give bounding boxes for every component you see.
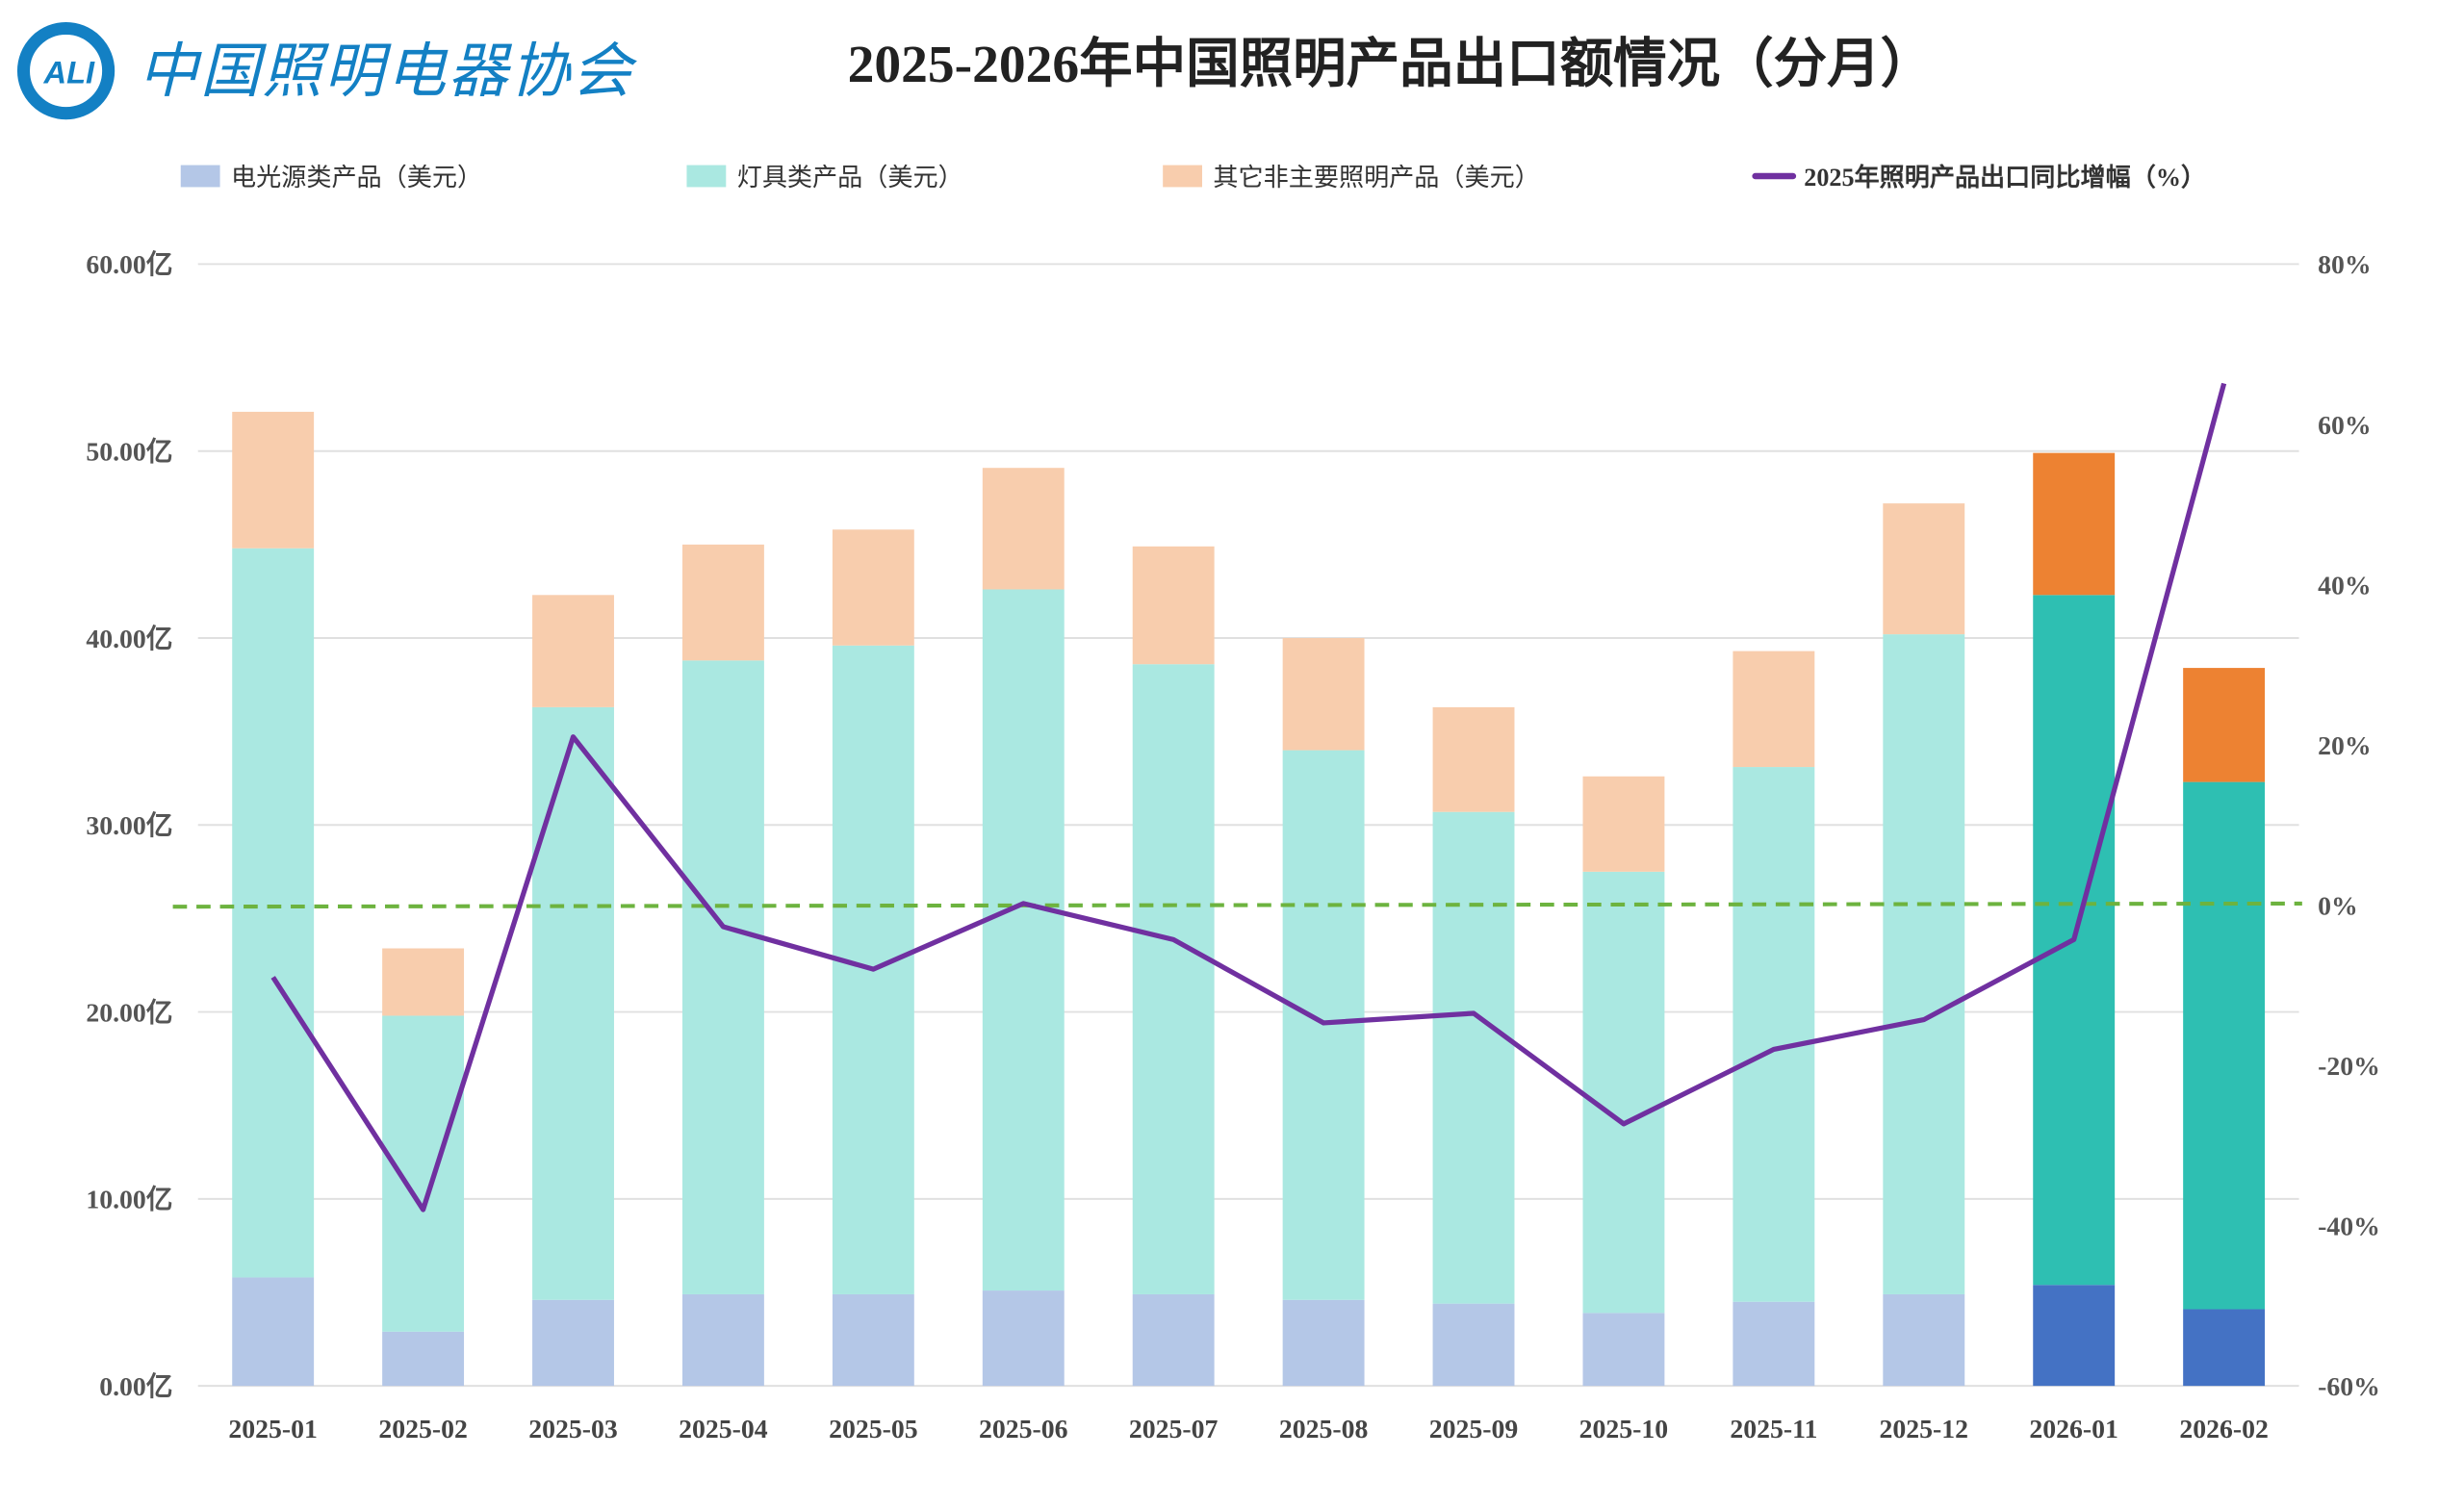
bar-segment xyxy=(1282,1299,1365,1387)
bars xyxy=(232,411,2266,1387)
bar-segment xyxy=(232,548,315,1278)
right-tick-label: -40% xyxy=(2318,1212,2380,1241)
right-tick-label: 80% xyxy=(2318,250,2372,280)
logo-ring-icon xyxy=(16,21,116,120)
bar-segment xyxy=(1282,638,1365,751)
bar-segment xyxy=(382,948,465,1016)
bar-segment xyxy=(681,660,764,1294)
bar-segment xyxy=(681,1293,764,1387)
bar-segment xyxy=(1883,1293,1965,1387)
left-tick-label: 10.00亿 xyxy=(86,1186,172,1215)
bar-segment xyxy=(1732,767,1815,1302)
bar-segment xyxy=(982,589,1065,1291)
bar-segment xyxy=(532,1299,614,1387)
bar-segment xyxy=(1432,1303,1515,1387)
bar-segment xyxy=(1883,634,1965,1294)
x-tick-label: 2025-04 xyxy=(679,1415,768,1444)
legend-swatch xyxy=(1163,165,1202,188)
left-tick-label: 30.00亿 xyxy=(86,811,172,841)
bar-segment xyxy=(1582,776,1665,872)
bar-segment xyxy=(2183,668,2266,782)
x-tick-label: 2025-08 xyxy=(1279,1415,1369,1444)
x-tick-label: 2025-10 xyxy=(1579,1415,1668,1444)
bar-segment xyxy=(1132,664,1215,1294)
bar-segment xyxy=(1132,1293,1215,1387)
legend-swatch xyxy=(180,165,220,188)
right-tick-label: 0% xyxy=(2318,891,2358,921)
left-tick-label: 40.00亿 xyxy=(86,625,172,654)
legend-line-swatch xyxy=(1752,172,1797,180)
x-tick-label: 2025-09 xyxy=(1429,1415,1519,1444)
bar-segment xyxy=(832,1293,914,1387)
bar-segment xyxy=(1732,1301,1815,1387)
bar-segment xyxy=(1132,546,1215,665)
x-tick-label: 2025-07 xyxy=(1129,1415,1219,1444)
right-tick-label: 60% xyxy=(2318,411,2372,441)
zero-reference-line xyxy=(172,901,2302,909)
x-tick-label: 2025-05 xyxy=(829,1415,918,1444)
x-tick-label: 2025-11 xyxy=(1730,1415,1817,1444)
x-tick-label: 2025-03 xyxy=(528,1415,618,1444)
growth-line xyxy=(270,382,2227,1213)
left-tick-label: 20.00亿 xyxy=(86,998,172,1028)
legend-label: 其它非主要照明产品（美元） xyxy=(1213,164,1539,192)
bar-segment xyxy=(982,1290,1065,1387)
x-tick-label: 2025-06 xyxy=(979,1415,1068,1444)
right-tick-label: 20% xyxy=(2318,731,2372,761)
left-tick-label: 60.00亿 xyxy=(86,250,172,280)
bar-segment xyxy=(1732,651,1815,768)
right-tick-label: 40% xyxy=(2318,571,2372,600)
logo-mark: ALI xyxy=(43,55,96,90)
bar-segment xyxy=(1582,871,1665,1314)
bar-segment xyxy=(2033,1285,2116,1387)
left-tick-label: 0.00亿 xyxy=(99,1372,172,1402)
bar-segment xyxy=(382,1015,465,1332)
legend-label: 电光源类产品（美元） xyxy=(231,164,482,192)
bar-segment xyxy=(832,529,914,646)
x-tick-label: 2026-02 xyxy=(2179,1415,2269,1444)
right-tick-label: -20% xyxy=(2318,1052,2380,1082)
legend-label: 2025年照明产品出口同比增幅（%） xyxy=(1804,163,2206,192)
x-tick-label: 2025-01 xyxy=(228,1415,318,1444)
reference-line xyxy=(172,901,2302,909)
legend-swatch xyxy=(686,165,727,188)
logo-text: 中国照明电器协会 xyxy=(139,36,638,106)
x-tick-label: 2026-01 xyxy=(2029,1415,2118,1444)
logo: ALI 中国照明电器协会 xyxy=(16,21,638,120)
bar-segment xyxy=(532,595,614,707)
left-tick-label: 50.00亿 xyxy=(86,438,172,468)
legend: 电光源类产品（美元） 灯具类产品（美元） 其它非主要照明产品（美元） 2025年照明产… xyxy=(180,163,2206,192)
bar-segment xyxy=(232,1277,315,1387)
bar-segment xyxy=(2183,781,2266,1310)
right-tick-label: -60% xyxy=(2318,1372,2380,1402)
bar-segment xyxy=(232,411,315,549)
x-tick-label: 2025-12 xyxy=(1880,1415,1969,1444)
bar-segment xyxy=(2033,452,2116,596)
bar-segment xyxy=(532,706,614,1300)
bar-segment xyxy=(1432,706,1515,812)
growth-line-path xyxy=(270,382,2227,1213)
bar-segment xyxy=(2183,1309,2266,1387)
bar-segment xyxy=(1432,811,1515,1304)
bar-segment xyxy=(982,468,1065,590)
chart-title: 2025-2026年中国照明产品出口额情况（分月） xyxy=(848,35,1934,94)
gridlines xyxy=(197,263,2299,1388)
bar-segment xyxy=(1582,1313,1665,1387)
bar-segment xyxy=(382,1331,465,1387)
axes: 0.00亿 10.00亿 20.00亿 30.00亿 40.00亿 50.00亿 60.00… xyxy=(86,250,2380,1444)
x-tick-label: 2025-02 xyxy=(378,1415,468,1444)
bar-segment xyxy=(1883,503,1965,635)
bar-segment xyxy=(681,544,764,661)
legend-label: 灯具类产品（美元） xyxy=(737,164,963,192)
